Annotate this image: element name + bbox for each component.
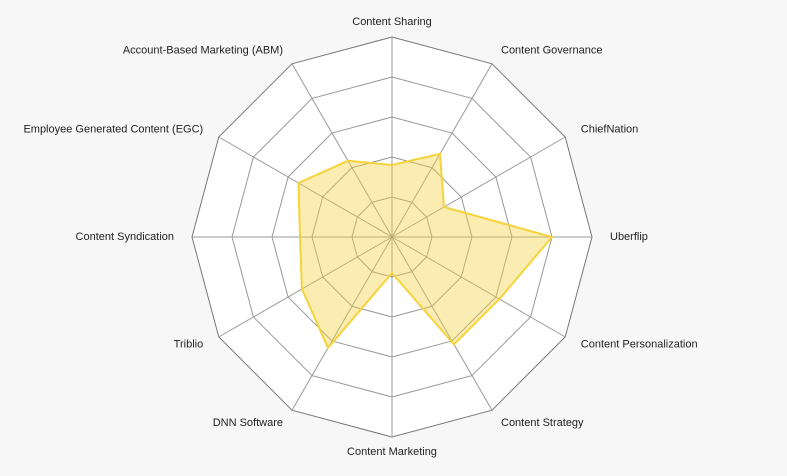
area: [297, 152, 554, 350]
spoke: [391, 136, 566, 238]
axis-label: DNN Software: [213, 417, 283, 429]
spoke: [391, 236, 493, 411]
spoke: [218, 236, 393, 338]
spoke: [391, 63, 493, 238]
axis-label: Content Personalization: [581, 338, 698, 350]
axis-label: Triblio: [174, 338, 204, 350]
axis-label: ChiefNation: [581, 123, 638, 135]
spoke: [391, 236, 566, 338]
axis-label: Content Sharing: [352, 16, 432, 28]
spoke: [291, 63, 393, 238]
axis-label: Uberflip: [610, 231, 648, 243]
axis-label: Content Strategy: [501, 417, 584, 429]
axis-label: Employee Generated Content (EGC): [23, 123, 203, 135]
axis-label: Account-Based Marketing (ABM): [123, 45, 283, 57]
axis-label: Content Governance: [501, 45, 603, 57]
spoke: [291, 236, 393, 411]
axis-label: Content Marketing: [347, 446, 437, 458]
spoke: [218, 136, 393, 238]
axis-label: Content Syndication: [76, 231, 174, 243]
